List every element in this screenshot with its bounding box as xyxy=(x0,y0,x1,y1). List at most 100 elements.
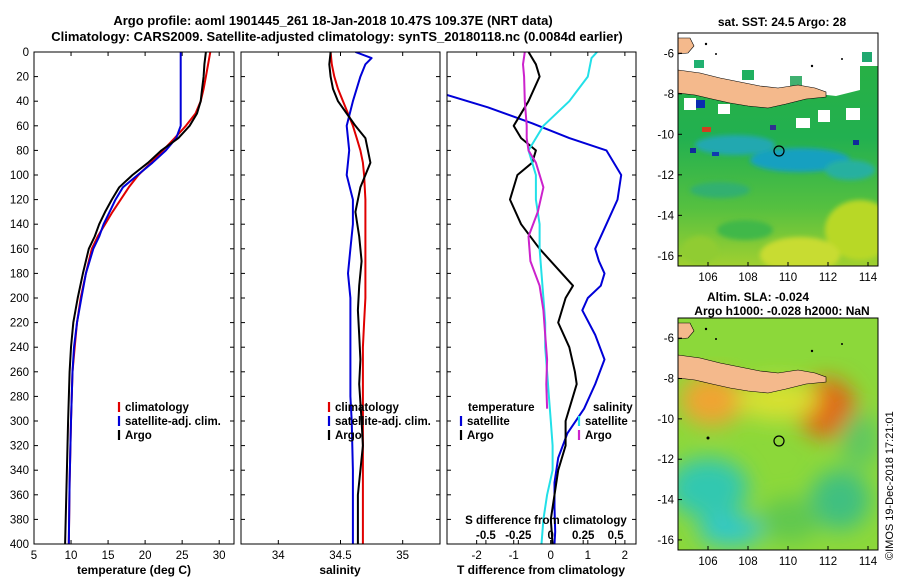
sla-land-java xyxy=(678,354,827,394)
sla-argo-marker xyxy=(773,435,785,447)
x-tick-label: 15 xyxy=(102,550,115,562)
difference-series-s-satellite xyxy=(527,52,598,544)
difference-panel: -2 -1 0 1 2 T difference from climatology S … xyxy=(446,51,637,577)
map-lat-label: -8 xyxy=(664,374,674,386)
s-tick-label: -0.5 xyxy=(476,530,496,542)
depth-tick-label: 200 xyxy=(10,293,29,305)
legend-label: climatology xyxy=(125,402,190,414)
map-lon-label: 110 xyxy=(779,556,797,568)
map-lat-label: -16 xyxy=(657,535,674,547)
difference-series-t-satellite xyxy=(447,94,623,544)
x-tick-label: 35 xyxy=(396,550,409,562)
depth-tick-label: 160 xyxy=(10,244,29,256)
x-tick-label: 34.5 xyxy=(329,550,351,562)
depth-tick-label: 280 xyxy=(10,391,29,403)
depth-tick-label: 180 xyxy=(10,268,29,280)
header-line-1: Argo profile: aoml 1901445_261 18-Jan-20… xyxy=(113,13,552,28)
map-lon-label: 112 xyxy=(819,556,837,568)
temperature-series-satellite-adj-clim- xyxy=(67,52,182,544)
sla-blobs xyxy=(678,374,878,546)
s-tick-label: 0.5 xyxy=(608,530,625,542)
sst-map-title: sat. SST: 24.5 Argo: 28 xyxy=(718,15,847,29)
difference-legend: temperature salinity satellite Argo satellit… xyxy=(459,402,633,442)
depth-tick-label: 380 xyxy=(10,514,29,526)
depth-tick-label: 300 xyxy=(10,416,29,428)
legend-label: satellite-adj. clim. xyxy=(125,416,221,428)
header-line-2: Climatology: CARS2009. Satellite-adjuste… xyxy=(51,29,623,44)
depth-tick-label: 320 xyxy=(10,441,29,453)
map-lat-label: -14 xyxy=(657,495,674,507)
depth-tick-label: 240 xyxy=(10,342,29,354)
difference-lines xyxy=(447,52,623,544)
temperature-frame xyxy=(33,51,235,545)
x-tick-label: 25 xyxy=(176,550,189,562)
salinity-series-satellite-adj-clim- xyxy=(345,52,373,544)
sst-land-java xyxy=(678,69,827,109)
temperature-panel: 0 20 40 60 80 100 120 140 160 180 200 220 240 260 280 3… xyxy=(10,47,235,577)
salinity-lines xyxy=(328,52,373,544)
legend-label: climatology xyxy=(335,402,400,414)
x-tick-label: 20 xyxy=(139,550,152,562)
s-tick-label: 0 xyxy=(548,530,554,542)
sla-map: Altim. SLA: -0.024 Argo h1000: -0.028 h2… xyxy=(657,290,879,568)
map-lat-label: -10 xyxy=(657,129,674,141)
x-tick-label: -1 xyxy=(509,550,519,562)
legend-heading-temperature: temperature xyxy=(468,402,534,414)
legend-label: Argo xyxy=(467,430,494,442)
depth-tick-label: 60 xyxy=(16,121,29,133)
depth-tick-label: 100 xyxy=(10,170,29,182)
sla-land-sumatra xyxy=(678,322,695,340)
depth-tick-label: 140 xyxy=(10,219,29,231)
x-tick-label: 34 xyxy=(272,550,285,562)
map-lat-label: -12 xyxy=(657,454,674,466)
map-lon-label: 106 xyxy=(698,272,717,284)
s-tick-label: -0.25 xyxy=(505,530,532,542)
depth-tick-label: 340 xyxy=(10,465,29,477)
x-tick-label: 0 xyxy=(548,550,554,562)
x-tick-label: 10 xyxy=(65,550,78,562)
map-lat-label: -6 xyxy=(664,48,674,60)
sla-map-title-2: Argo h1000: -0.028 h2000: NaN xyxy=(694,304,869,318)
map-lat-label: -6 xyxy=(664,333,674,345)
map-lon-label: 106 xyxy=(698,556,717,568)
legend-label: satellite xyxy=(467,416,510,428)
x-tick-label: 30 xyxy=(213,550,226,562)
legend-label: satellite xyxy=(585,416,628,428)
legend-label: Argo xyxy=(335,430,362,442)
depth-tick-label: 220 xyxy=(10,318,29,330)
s-tick-label: 0.25 xyxy=(572,530,595,542)
sst-argo-marker xyxy=(773,145,785,157)
legend-label: Argo xyxy=(585,430,612,442)
legend-label: satellite-adj. clim. xyxy=(335,416,431,428)
difference-series-t-argo xyxy=(509,52,578,544)
salinity-legend: climatology satellite-adj. clim. Argo xyxy=(327,402,431,442)
depth-tick-label: 400 xyxy=(10,539,29,551)
salinity-series-climatology xyxy=(329,52,367,544)
depth-ticks: 0 20 40 60 80 100 120 140 160 180 200 220 240 260 280 3… xyxy=(10,47,29,551)
sla-map-title-1: Altim. SLA: -0.024 xyxy=(707,290,809,304)
salinity-series-argo xyxy=(328,52,372,544)
sst-map-frame xyxy=(677,32,879,267)
salinity-xlabel: salinity xyxy=(319,563,361,577)
salinity-x-ticks: 34 34.5 35 xyxy=(241,51,440,562)
temperature-legend: climatology satellite-adj. clim. Argo xyxy=(117,402,221,442)
sst-map: sat. SST: 24.5 Argo: 28 xyxy=(657,15,879,284)
legend-label: Argo xyxy=(125,430,152,442)
x-tick-label: 5 xyxy=(31,550,37,562)
temperature-series-argo xyxy=(64,52,207,544)
depth-tick-label: 260 xyxy=(10,367,29,379)
difference-series-s-argo xyxy=(522,52,549,409)
x-tick-label: -2 xyxy=(472,550,482,562)
map-lon-label: 108 xyxy=(738,556,757,568)
salinity-panel: 34 34.5 35 salinity climatology satellite-a… xyxy=(240,51,441,577)
map-lat-label: -16 xyxy=(657,251,674,263)
temperature-x-ticks: 5 10 15 20 25 30 xyxy=(31,51,234,562)
map-lon-label: 108 xyxy=(738,272,757,284)
difference-secondary-xlabel: S difference from climatology xyxy=(465,515,627,527)
legend-heading-salinity: salinity xyxy=(593,402,633,414)
difference-frame xyxy=(446,51,637,545)
map-lat-label: -12 xyxy=(657,170,674,182)
map-lat-label: -14 xyxy=(657,210,674,222)
depth-tick-label: 20 xyxy=(16,72,29,84)
